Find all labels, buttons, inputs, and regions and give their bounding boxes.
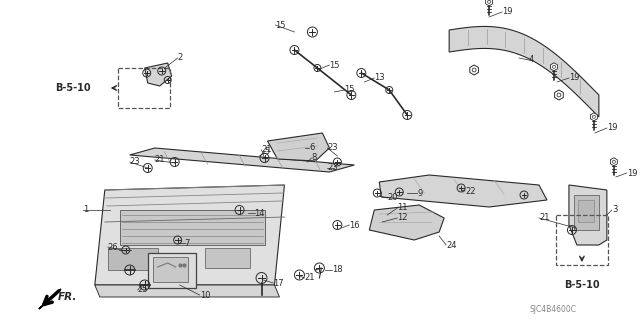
Bar (153, 257, 188, 282)
Polygon shape (591, 113, 597, 121)
Bar (556, 215, 608, 265)
Text: 10: 10 (200, 291, 210, 300)
Text: 19: 19 (627, 168, 637, 177)
Bar (574, 195, 599, 230)
Text: 5: 5 (264, 147, 269, 157)
Polygon shape (39, 289, 61, 309)
Text: 3: 3 (612, 205, 617, 214)
Polygon shape (95, 185, 284, 285)
Text: 17: 17 (273, 278, 284, 287)
Text: 12: 12 (397, 213, 408, 222)
Polygon shape (569, 185, 607, 245)
Bar (118, 68, 170, 108)
Text: 2: 2 (178, 54, 183, 63)
Text: 14: 14 (255, 209, 265, 218)
Text: FR.: FR. (58, 292, 77, 302)
Text: 24: 24 (446, 241, 457, 249)
Text: 23: 23 (328, 144, 338, 152)
Polygon shape (470, 65, 479, 75)
Polygon shape (380, 175, 547, 207)
Text: 15: 15 (330, 61, 340, 70)
Polygon shape (449, 26, 599, 117)
Text: 23: 23 (328, 164, 338, 173)
Text: 4: 4 (529, 56, 534, 64)
Text: 8: 8 (312, 153, 317, 162)
Text: 18: 18 (332, 265, 343, 275)
Polygon shape (108, 248, 157, 270)
Text: 11: 11 (397, 204, 408, 212)
Text: 21: 21 (305, 273, 315, 283)
Text: 7: 7 (185, 239, 190, 248)
Text: B-5-10: B-5-10 (564, 280, 600, 290)
Polygon shape (205, 248, 250, 268)
Text: 19: 19 (607, 123, 618, 132)
Polygon shape (95, 285, 280, 297)
Text: 16: 16 (349, 220, 360, 229)
Text: 13: 13 (374, 73, 385, 83)
Text: 26: 26 (108, 242, 118, 251)
Text: 15: 15 (275, 20, 286, 29)
Polygon shape (550, 63, 557, 71)
Text: 21: 21 (155, 155, 165, 165)
Text: 25: 25 (138, 286, 148, 294)
Polygon shape (120, 210, 264, 245)
Text: 20: 20 (387, 194, 398, 203)
Bar (578, 200, 594, 222)
Polygon shape (555, 90, 563, 100)
Polygon shape (145, 63, 172, 86)
Polygon shape (268, 133, 330, 161)
Text: 6: 6 (309, 144, 315, 152)
Text: 15: 15 (344, 85, 355, 94)
Text: B-5-10: B-5-10 (55, 83, 90, 93)
Polygon shape (486, 0, 493, 6)
Text: 21: 21 (262, 145, 272, 154)
Text: 19: 19 (502, 8, 513, 17)
Polygon shape (611, 158, 618, 166)
Text: 19: 19 (569, 73, 579, 83)
Text: 23: 23 (130, 158, 140, 167)
Text: 9: 9 (417, 189, 422, 197)
Text: SJC4B4600C: SJC4B4600C (529, 306, 576, 315)
Text: 21: 21 (539, 213, 550, 222)
Bar (148, 253, 196, 288)
Polygon shape (369, 205, 444, 240)
Text: 1: 1 (83, 205, 88, 214)
Text: 22: 22 (465, 187, 476, 196)
Polygon shape (130, 148, 355, 172)
